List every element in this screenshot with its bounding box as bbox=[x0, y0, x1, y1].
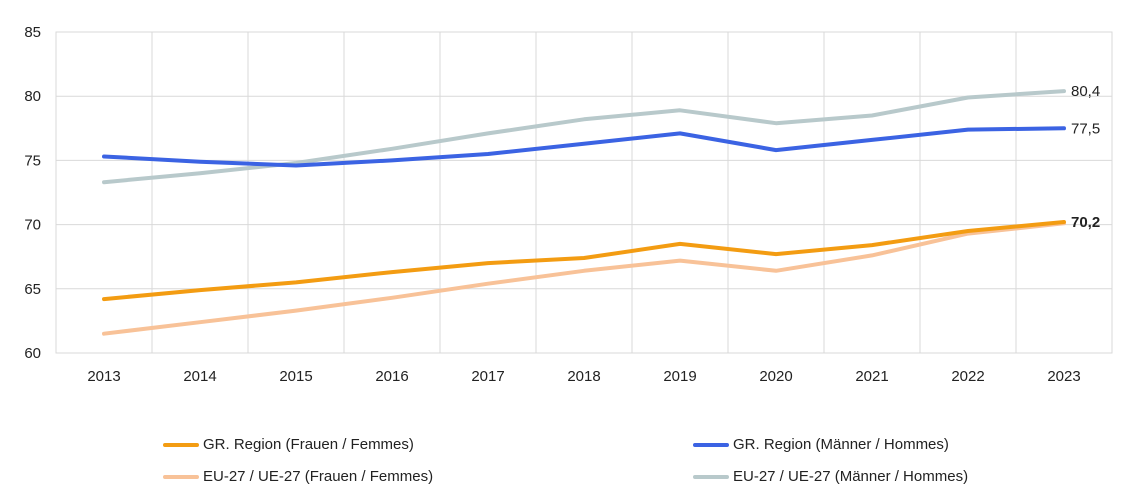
legend-swatch-gr-frauen bbox=[163, 442, 199, 447]
y-tick-label: 70 bbox=[24, 217, 41, 234]
x-tick-label: 2014 bbox=[183, 368, 216, 385]
x-tick-label: 2018 bbox=[567, 368, 600, 385]
series-line-3 bbox=[102, 89, 1066, 185]
y-tick-label: 65 bbox=[24, 281, 41, 298]
legend-label-gr-frauen: GR. Region (Frauen / Femmes) bbox=[203, 436, 414, 453]
plot-area bbox=[55, 31, 1113, 354]
y-tick-label: 80 bbox=[24, 88, 41, 105]
y-tick-label: 85 bbox=[24, 24, 41, 41]
legend-item-eu-maenner: EU-27 / UE-27 (Männer / Hommes) bbox=[693, 468, 968, 485]
series-line-0 bbox=[102, 220, 1066, 302]
x-tick-label: 2015 bbox=[279, 368, 312, 385]
series-line-1 bbox=[102, 126, 1066, 168]
y-tick-label: 75 bbox=[24, 152, 41, 169]
x-tick-label: 2019 bbox=[663, 368, 696, 385]
legend-label-eu-maenner: EU-27 / UE-27 (Männer / Hommes) bbox=[733, 468, 969, 485]
x-tick-label: 2020 bbox=[759, 368, 792, 385]
legend-label-eu-frauen: EU-27 / UE-27 (Frauen / Femmes) bbox=[203, 468, 434, 485]
legend-swatch-eu-maenner bbox=[693, 474, 729, 479]
x-tick-label: 2017 bbox=[471, 368, 504, 385]
data-label-3: 80,4 bbox=[1071, 83, 1100, 100]
y-tick-label: 60 bbox=[24, 345, 41, 362]
x-tick-label: 2022 bbox=[951, 368, 984, 385]
x-tick-label: 2023 bbox=[1047, 368, 1080, 385]
legend-item-eu-frauen: EU-27 / UE-27 (Frauen / Femmes) bbox=[163, 468, 433, 485]
series-line-2 bbox=[102, 221, 1066, 336]
legend-item-gr-frauen: GR. Region (Frauen / Femmes) bbox=[163, 436, 414, 453]
legend-swatch-gr-maenner bbox=[693, 442, 729, 447]
data-label-0: 70,2 bbox=[1071, 214, 1100, 231]
x-tick-label: 2021 bbox=[855, 368, 888, 385]
legend-swatch-eu-frauen bbox=[163, 474, 199, 479]
legend-label-gr-maenner: GR. Region (Männer / Hommes) bbox=[733, 436, 949, 453]
legend-item-gr-maenner: GR. Region (Männer / Hommes) bbox=[693, 436, 949, 453]
data-label-1: 77,5 bbox=[1071, 120, 1100, 137]
x-tick-label: 2016 bbox=[375, 368, 408, 385]
x-tick-label: 2013 bbox=[87, 368, 120, 385]
